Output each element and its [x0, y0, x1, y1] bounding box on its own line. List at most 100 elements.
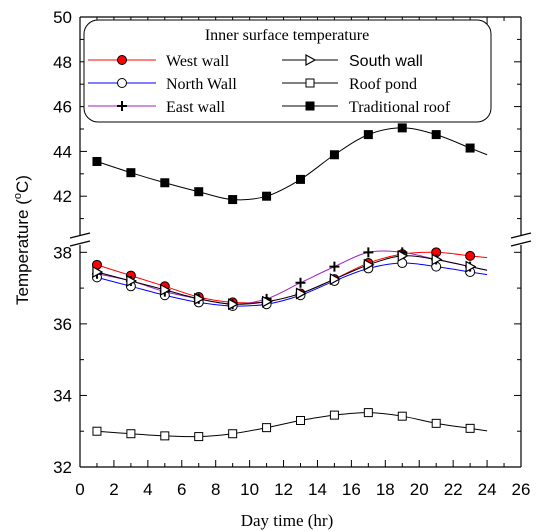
data-point-traditional-roof	[160, 178, 170, 188]
legend-item-east-wall: East wall	[88, 99, 226, 116]
legend-title: Inner surface temperature	[205, 27, 369, 44]
legend-item-north-wall: North Wall	[88, 76, 237, 93]
axis-break-mark-left-1	[69, 232, 91, 239]
data-point-south-wall	[431, 253, 443, 266]
data-point-east-wall	[363, 247, 374, 258]
series-line-traditional-roof	[96, 127, 488, 201]
data-point-east-wall	[295, 277, 306, 288]
x-axis-title: Day time (hr)	[241, 511, 334, 530]
data-point-south-wall	[295, 287, 307, 300]
x-tick-label: 4	[143, 480, 152, 499]
legend-item-roof-pond: Roof pond	[282, 76, 417, 93]
y-tick-label: 50	[53, 8, 72, 27]
data-point-roof-pond	[160, 431, 170, 441]
axis-break-mark-right-2	[510, 240, 532, 247]
data-point-traditional-roof	[262, 191, 272, 201]
data-point-roof-pond	[465, 423, 475, 433]
x-tick-label: 10	[240, 480, 259, 499]
data-point-south-wall	[160, 283, 172, 296]
x-tick-label: 6	[177, 480, 186, 499]
y-tick-label: 36	[53, 315, 72, 334]
data-point-traditional-roof	[397, 123, 407, 133]
legend-swatch-marker	[305, 78, 315, 88]
y-tick-label: 44	[53, 142, 72, 161]
legend-box	[83, 19, 492, 123]
data-point-roof-pond	[296, 415, 305, 425]
data-point-south-wall	[126, 274, 138, 287]
y-axis-title: Temperature (oC)	[12, 175, 32, 305]
series-north-wall	[91, 258, 488, 311]
series-line-roof-pond	[96, 412, 488, 438]
axis-break-mark-right-1	[510, 232, 532, 239]
x-tick-label: 24	[478, 480, 497, 499]
data-point-south-wall	[194, 292, 205, 305]
data-point-traditional-roof	[194, 187, 204, 197]
legend-label: Traditional roof	[349, 99, 451, 116]
data-point-roof-pond	[363, 408, 373, 418]
data-point-traditional-roof	[126, 168, 136, 178]
series-line-north-wall	[96, 262, 488, 307]
data-point-traditional-roof	[465, 143, 475, 153]
series-south-wall	[92, 249, 488, 311]
legend-item-traditional-roof: Traditional roof	[282, 99, 451, 116]
data-point-south-wall	[363, 258, 375, 271]
data-point-traditional-roof	[296, 174, 305, 184]
legend: Inner surface temperature West wall North…	[83, 19, 492, 123]
data-point-south-wall	[92, 265, 104, 279]
x-tick-label: 0	[75, 480, 84, 499]
data-point-roof-pond	[262, 423, 272, 433]
data-point-traditional-roof	[329, 150, 339, 160]
legend-label: South wall	[349, 53, 423, 70]
data-point-south-wall	[397, 249, 409, 262]
x-tick-label: 2	[109, 480, 118, 499]
y-tick-label: 42	[53, 187, 72, 206]
legend-swatch-marker	[117, 78, 127, 88]
data-point-south-wall	[261, 295, 273, 308]
data-point-traditional-roof	[92, 156, 102, 166]
series-line-south-wall	[96, 255, 488, 305]
data-point-roof-pond	[126, 429, 136, 439]
data-point-east-wall	[329, 261, 340, 272]
series-west-wall	[91, 247, 488, 308]
data-point-roof-pond	[397, 411, 407, 421]
axis-labels: Day time (hr) Temperature (oC)	[12, 175, 333, 530]
legend-swatch-marker	[305, 101, 315, 111]
data-point-roof-pond	[228, 429, 238, 439]
axis-break-mark-left-2	[69, 240, 91, 247]
legend-item-south-wall: South wall	[282, 53, 423, 70]
x-tick-label: 26	[512, 480, 531, 499]
data-point-south-wall	[228, 298, 239, 311]
series-line-west-wall	[96, 251, 488, 304]
legend-label: East wall	[166, 99, 226, 116]
legend-label: Roof pond	[349, 76, 417, 93]
data-point-west-wall	[465, 250, 476, 261]
legend-swatch-marker	[117, 55, 127, 65]
y-tick-label: 46	[53, 98, 72, 117]
x-tick-label: 20	[410, 480, 429, 499]
data-point-roof-pond	[431, 418, 441, 428]
series-roof-pond	[92, 408, 488, 442]
y-tick-label: 32	[53, 458, 72, 477]
y-axis-title-unit: C)	[13, 175, 32, 193]
legend-swatch-marker	[305, 53, 317, 67]
legend-label: West wall	[166, 53, 230, 70]
data-point-roof-pond	[194, 432, 204, 442]
x-tick-label: 18	[376, 480, 395, 499]
x-tick-label: 12	[274, 480, 293, 499]
data-point-traditional-roof	[431, 130, 441, 140]
axes: 0 2 4 6 8 10 12 14 16 18 20 22 24 2642444648503234363…	[53, 8, 532, 499]
data-point-roof-pond	[92, 426, 102, 436]
legend-label: North Wall	[166, 76, 237, 93]
x-tick-label: 14	[308, 480, 327, 499]
data-point-roof-pond	[329, 410, 339, 420]
series-east-wall	[91, 247, 488, 310]
series-layer	[91, 123, 488, 442]
y-tick-label: 34	[53, 386, 72, 405]
x-tick-label: 8	[211, 480, 220, 499]
y-axis-title-sup: o	[12, 193, 24, 199]
y-axis-title-main: Temperature (	[13, 199, 32, 305]
y-tick-label: 38	[53, 243, 72, 262]
legend-swatch-marker	[117, 101, 127, 111]
x-tick-label: 22	[444, 480, 463, 499]
